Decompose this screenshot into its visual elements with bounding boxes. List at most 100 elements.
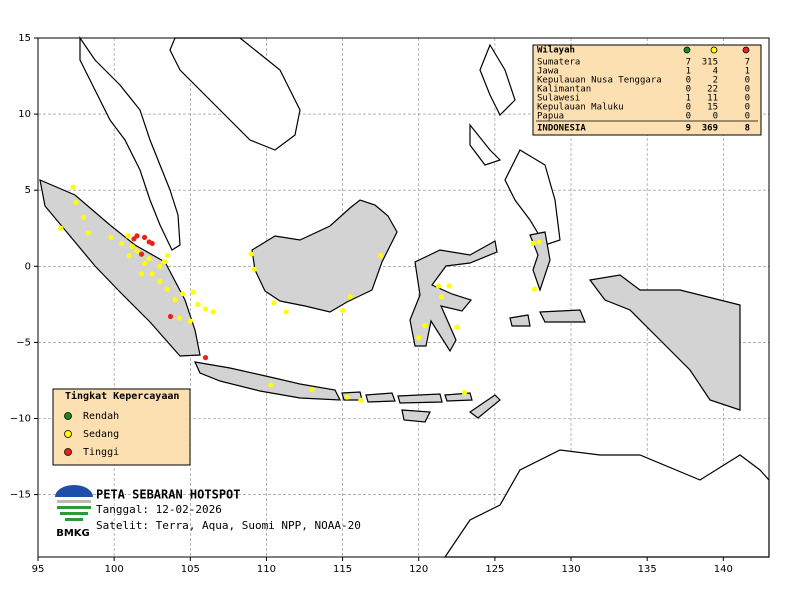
hotspot [202,355,209,361]
summary-box [532,44,762,136]
count-cell: 0 [686,103,691,113]
hotspot [248,251,254,257]
hotspot [187,318,193,324]
hotspot [119,240,125,247]
region-name: Papua [537,112,564,122]
hotspot [461,390,468,396]
hotspot [149,240,155,247]
count-cell: 369 [702,124,718,134]
date-text: Tanggal: 12-02-2026 [96,503,222,516]
hotspot [309,386,315,393]
hotspot [157,278,163,285]
logo-bar [60,512,88,515]
legend-marker [64,448,72,456]
y-tick-label: −10 [10,413,31,424]
hotspot [446,283,452,289]
indochina [169,37,301,151]
kalimantan [251,199,398,313]
logo-bar [57,500,91,503]
x-tick-label: 105 [181,564,200,575]
hotspot [435,283,442,289]
count-cell: 4 [713,67,718,77]
hotspot [536,239,542,245]
sumatera [39,179,201,357]
legend-marker [64,412,72,420]
seram [509,309,586,327]
hotspot [70,184,76,190]
region-name: Sulawesi [537,94,580,104]
hotspot [271,300,277,306]
summary-table: Sumatera 7 315 7 Jawa 1 4 1 Kepulauan Nusa Tengg… [537,46,750,134]
hotspot [149,271,155,277]
hotspot [129,243,136,250]
hotspot [157,263,163,269]
count-cell: 11 [707,94,718,104]
axes: 95 100 105 110 115 120 125 130 135 140−15−10−5051… [10,33,733,575]
hotspot [134,248,140,254]
column-marker [742,46,750,54]
count-cell: 0 [745,76,750,86]
count-cell: 0 [686,112,691,122]
hotspot [164,253,171,259]
x-tick-label: 135 [638,564,657,575]
legend-label: Sedang [83,429,119,440]
jawa [193,361,341,401]
count-cell: 2 [713,76,718,86]
hotspot [167,313,174,320]
hotspot [347,294,353,300]
count-cell: 0 [745,103,750,113]
hotspot [202,306,209,312]
logo-bar [57,506,91,509]
region-name: Jawa [537,67,559,77]
count-cell: 0 [686,85,691,95]
hotspot [180,291,186,297]
hotspot [358,397,364,403]
x-tick-label: 120 [409,564,428,575]
logo-text: BMKG [56,528,90,539]
count-cell: 8 [745,124,750,134]
hotspot [268,382,274,388]
x-tick-label: 130 [561,564,580,575]
y-tick-label: −15 [10,490,31,501]
legend-label: Rendah [83,411,119,422]
hotspot [161,259,168,265]
count-cell: 0 [745,112,750,122]
legend-title: Tingkat Kepercayaan [65,390,179,402]
x-tick-label: 140 [714,564,733,575]
region-name: Kepulauan Nusa Tenggara [537,76,662,86]
hotspot [210,309,216,315]
hotspot [85,230,91,236]
hotspot [416,335,422,341]
x-tick-label: 125 [485,564,504,575]
hotspot [138,271,145,277]
column-marker [683,46,691,54]
table-header: Wilayah [537,45,575,56]
basemap [39,36,770,558]
hotspot [142,260,148,266]
count-cell: 7 [686,58,691,68]
hotspot [172,297,178,303]
count-cell: 0 [713,112,718,122]
hotspot [58,225,64,231]
hotspot [142,234,148,240]
hotspot [454,324,460,330]
count-cell: 0 [745,85,750,95]
legend-box [52,388,191,466]
hotspot [339,307,346,314]
hotspot [378,253,384,259]
hotspot [195,301,201,307]
hotspot [126,253,132,259]
count-cell: 1 [686,67,691,77]
y-tick-label: 15 [18,33,31,44]
legend-marker [64,430,72,438]
bmkg-logo: BMKG [55,485,93,539]
logo-top [55,485,93,497]
plot-frame [37,37,770,558]
halmahera [529,231,551,292]
region-name: INDONESIA [537,124,586,134]
hotspot [530,240,536,247]
sulawesi [409,240,498,353]
column-marker [710,46,718,54]
y-tick-label: 5 [25,185,31,196]
